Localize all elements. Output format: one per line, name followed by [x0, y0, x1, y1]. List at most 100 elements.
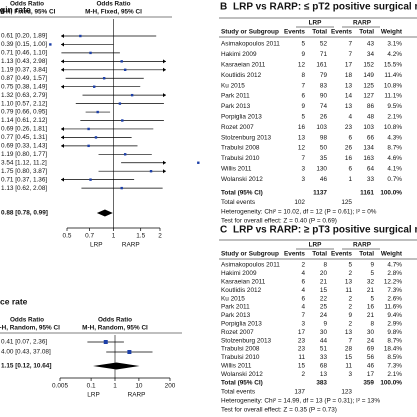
col-header: Total: [359, 29, 374, 36]
cell: 2.6%: [387, 295, 402, 302]
events-cell: 125: [341, 199, 352, 206]
total-cell: Total (95% CI): [221, 190, 263, 197]
cell: 5: [301, 41, 305, 48]
cell: 9: [301, 103, 305, 110]
panel-title: LRP vs RARP: ≥ pT3 positive surgical mar…: [233, 225, 417, 236]
cell: 11: [345, 287, 352, 294]
point-estimate: [87, 127, 90, 131]
group-header: LRP: [309, 242, 323, 249]
cell: 12: [298, 145, 306, 152]
study-name: Hakimi 2009: [221, 270, 257, 277]
point-estimate: [87, 144, 90, 148]
point-estimate: [103, 340, 108, 344]
cell: 16: [367, 304, 375, 311]
plot-header: Odds Ratio: [98, 317, 132, 324]
events-cell: 137: [294, 389, 305, 396]
arrow: [163, 160, 166, 165]
cell: 21: [367, 312, 375, 319]
x-tick-label: 1: [113, 383, 117, 390]
cell: 2.9%: [387, 320, 402, 327]
cell: 52: [320, 41, 328, 48]
col-header: Total: [312, 29, 327, 36]
cell: 30: [367, 329, 375, 336]
cell: 9: [348, 312, 352, 319]
cell: 13: [345, 82, 353, 89]
cell: 2: [348, 295, 352, 302]
overall-test: Test for overall effect: Z = 0.35 (P = 0…: [221, 407, 337, 414]
point-estimate: [96, 110, 99, 114]
cell: 5: [370, 270, 374, 277]
cell: 68: [320, 362, 328, 369]
cell: 64: [367, 165, 375, 172]
cell: 4: [301, 270, 305, 277]
cell: 4.7%: [387, 262, 402, 269]
cell: 4: [301, 287, 305, 294]
col-header: Total: [359, 251, 374, 258]
arrow: [61, 177, 64, 182]
x-tick-label: 2: [158, 233, 162, 240]
x-tick-label: 0.1: [87, 383, 96, 390]
cell: 5: [370, 295, 374, 302]
cell: 11.1%: [384, 93, 402, 100]
diamond: [92, 362, 140, 370]
cell: 9.8%: [387, 329, 402, 336]
events-cell: Total events: [221, 199, 255, 206]
study-name: Stolzenburg 2013: [221, 337, 272, 344]
cell: 6: [301, 278, 305, 285]
point-estimate: [94, 136, 98, 139]
cell: 9.5%: [387, 103, 402, 110]
cell: 50: [320, 145, 328, 152]
ci-label: 0.77 [0.45, 1.31]: [1, 134, 47, 141]
study-name: Wolanski 2012: [221, 371, 263, 378]
cell: 3: [348, 371, 352, 378]
cell: 16: [298, 124, 306, 131]
arrow: [163, 67, 166, 72]
cell: 13: [345, 329, 353, 336]
col-header: Odds Ratio: [10, 317, 44, 324]
cell: 17: [367, 371, 375, 378]
ci-label: 4.00 [0.43, 37.08]: [1, 349, 51, 356]
point-estimate: [89, 51, 92, 55]
col-header: M-H, Random, 95% CI: [0, 325, 60, 332]
cell: 13: [320, 371, 328, 378]
ci-label: 1.14 [0.61, 2.12]: [1, 117, 47, 124]
arrow: [61, 34, 64, 38]
ci-label: 0.88 [0.78, 0.99]: [1, 210, 48, 217]
cell: 2: [301, 262, 305, 269]
cell: 7.3%: [387, 287, 402, 294]
study-name: Park 2013: [221, 103, 251, 110]
cell: 9: [301, 51, 305, 58]
cell: 18: [345, 72, 353, 79]
total-cell: 383: [316, 380, 327, 387]
col-header: Odds Ratio: [10, 1, 44, 8]
cell: 134: [363, 145, 374, 152]
cell: 7.3%: [387, 362, 402, 369]
cell: 4.6%: [387, 155, 402, 162]
cell: 3.1%: [387, 41, 402, 48]
overall-test: Test for overall effect: Z = 0.40 (P = 0…: [221, 218, 337, 225]
cell: 8.7%: [387, 145, 402, 152]
cell: 86: [367, 103, 375, 110]
x-tick-label: 10: [135, 383, 143, 390]
cell: 13: [345, 103, 353, 110]
ci-label: 0.87 [0.49, 1.57]: [1, 75, 47, 82]
events-cell: 123: [341, 389, 352, 396]
col-header: Events: [331, 29, 352, 36]
ci-label: 0.71 [0.37, 1.36]: [1, 176, 47, 183]
x-tick-label: 0.5: [63, 233, 72, 240]
cell: 149: [363, 72, 374, 79]
cell: 5: [348, 262, 352, 269]
diamond: [96, 209, 113, 217]
cell: 16: [345, 155, 353, 162]
cell: 32: [367, 278, 375, 285]
x-tick-label: 1: [112, 233, 116, 240]
ci-label: 0.69 [0.33, 1.43]: [1, 143, 47, 150]
cell: 43: [367, 41, 375, 48]
panel-title: LRP vs RARP: ≤ pT2 positive surgical mar…: [233, 2, 417, 13]
total-cell: 359: [363, 380, 374, 387]
favours-label: LRP: [87, 392, 99, 399]
cell: 20: [320, 270, 328, 277]
study-name: Trabulsi 2010: [221, 354, 260, 361]
arrow: [61, 59, 64, 64]
study-name: Stolzenburg 2013: [221, 134, 272, 141]
